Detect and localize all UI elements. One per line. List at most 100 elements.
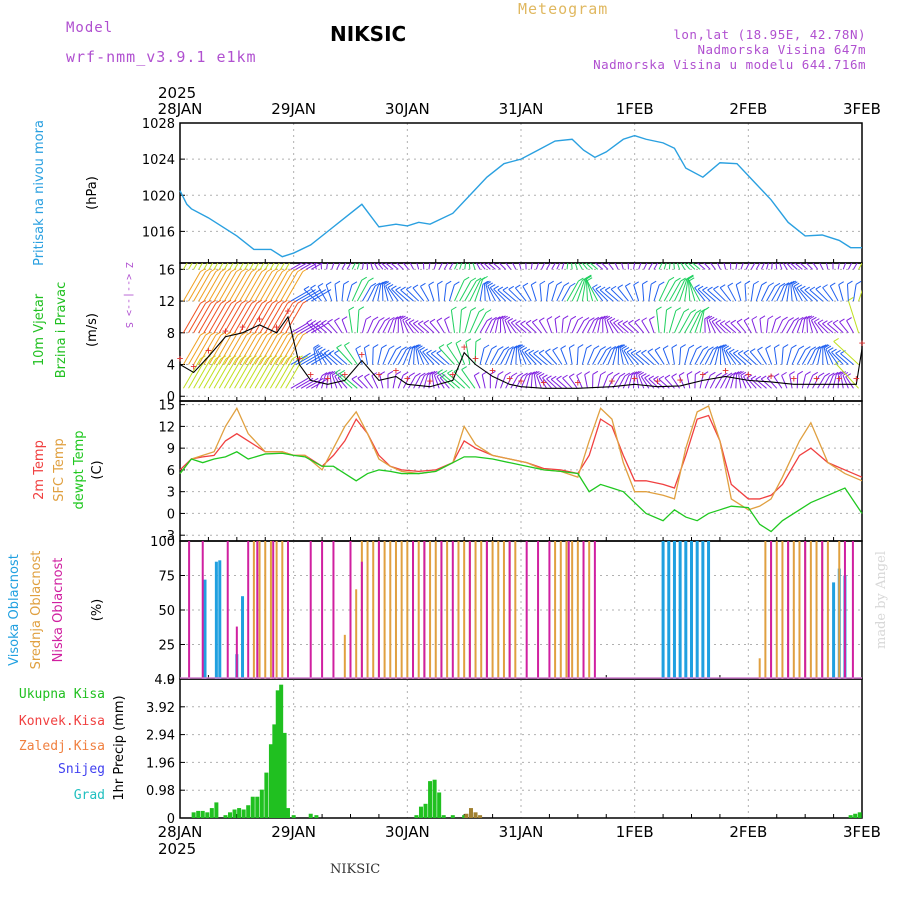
wind-barb — [796, 374, 799, 389]
wind-barb — [730, 374, 735, 389]
wind-barb — [619, 347, 624, 365]
gust-marker: + — [404, 372, 411, 385]
cloud-bar — [485, 541, 488, 679]
wind-barb — [203, 271, 222, 302]
wind-barb-flag — [261, 299, 268, 304]
wind-barb-flag — [787, 257, 792, 260]
wind-barb-flag — [592, 370, 599, 375]
wind-barb — [538, 320, 548, 334]
wind-barb — [684, 278, 689, 302]
wind-barb — [377, 320, 386, 334]
cloud-bar — [468, 541, 471, 679]
wind-barb-flag — [400, 255, 405, 258]
wind-barb-flag — [767, 315, 774, 320]
wind-barb — [766, 286, 776, 302]
wind-barb-flag — [310, 320, 317, 324]
wind-barb-flag — [420, 282, 426, 287]
wind-barb-flag — [682, 251, 687, 254]
wind-barb-flag — [746, 374, 753, 379]
wind-barb-flag — [621, 345, 627, 350]
wind-barb — [367, 285, 376, 302]
wind-barb-flag — [303, 259, 308, 262]
wind-barb — [773, 347, 778, 365]
cloud-bar — [474, 541, 477, 679]
wind-barb — [735, 263, 738, 270]
wind-barb — [813, 321, 824, 334]
cloud-bar — [343, 634, 346, 679]
y-tick-label: 1.96 — [146, 756, 175, 771]
elevation-text: Nadmorska Visina 647m — [697, 42, 866, 57]
wind-barb-flag — [395, 371, 402, 376]
wind-barb-flag — [343, 280, 349, 285]
wind-barb-flag — [633, 281, 639, 286]
cloud-bar — [764, 541, 767, 679]
x-tick-label-top: 2FEB — [729, 100, 767, 118]
wind-barb-flag — [798, 345, 805, 350]
wind-barb — [269, 334, 288, 365]
wind-barb — [321, 374, 326, 389]
wind-barb — [213, 271, 232, 302]
wind-barb — [362, 286, 372, 302]
wind-barb — [827, 323, 839, 334]
wind-barb — [436, 352, 450, 365]
wind-barb-flag — [517, 372, 524, 377]
wind-barb-flag — [810, 346, 817, 351]
wind-barb — [809, 289, 824, 302]
wind-barb-flag — [714, 254, 719, 257]
wind-barb-flag — [445, 254, 450, 257]
wind-barb-flag — [702, 371, 709, 376]
wind-barb — [654, 349, 665, 365]
precip-bar — [441, 815, 446, 818]
x-tick-label-bottom: 28JAN — [158, 823, 203, 841]
wind-barb — [817, 322, 829, 334]
wind-barb — [213, 303, 232, 334]
wind-barb-flag — [374, 255, 379, 258]
wind-barb-flag — [586, 277, 593, 282]
wind-barb — [524, 351, 537, 365]
wind-barb — [699, 374, 704, 389]
wind-barb-flag — [839, 318, 845, 323]
wind-barb-flag — [562, 374, 568, 379]
wind-barb-flag — [436, 349, 442, 354]
wind-barb — [422, 351, 435, 365]
wind-barb — [796, 287, 808, 302]
wind-barb-flag — [668, 276, 675, 281]
wind-barb-flag — [287, 237, 292, 240]
wind-barb — [311, 292, 327, 302]
wind-barb-flag — [235, 299, 242, 304]
wind-barb-flag — [779, 282, 786, 287]
wind-barb-flag — [526, 372, 532, 376]
precip-bar — [279, 684, 284, 818]
wind-barb-flag — [317, 346, 323, 351]
wind-barb — [188, 303, 206, 334]
wind-barb — [686, 374, 691, 389]
wind-barb-flag — [298, 237, 303, 240]
wind-barb — [366, 263, 369, 270]
wind-barb-flag — [782, 316, 788, 321]
wind-barb — [395, 289, 409, 302]
wind-barb-flag — [733, 371, 740, 376]
wind-barb-flag — [817, 319, 824, 324]
wind-barb — [684, 347, 690, 365]
wind-barb-flag — [272, 237, 277, 240]
wind-barb-flag — [800, 285, 806, 290]
wind-barb-flag — [641, 317, 648, 322]
wind-barb-flag — [738, 371, 744, 375]
wind-barb-flag — [336, 253, 341, 256]
wind-barb — [735, 284, 742, 302]
wind-barb — [694, 311, 704, 333]
wind-barb — [303, 289, 317, 302]
wind-barb-flag — [604, 315, 611, 320]
wind-barb — [436, 376, 445, 389]
wind-barb — [336, 347, 353, 365]
wind-barb-flag — [392, 316, 399, 321]
wind-barb-flag — [678, 251, 683, 254]
wind-barb-flag — [324, 349, 330, 354]
wind-barb — [528, 352, 542, 365]
wind-barb — [505, 263, 512, 270]
wind-barb-flag — [328, 350, 335, 355]
wind-barb-flag — [246, 299, 252, 304]
wind-barb — [438, 263, 443, 270]
wind-barb — [446, 345, 461, 365]
wind-barb-flag — [387, 370, 394, 375]
